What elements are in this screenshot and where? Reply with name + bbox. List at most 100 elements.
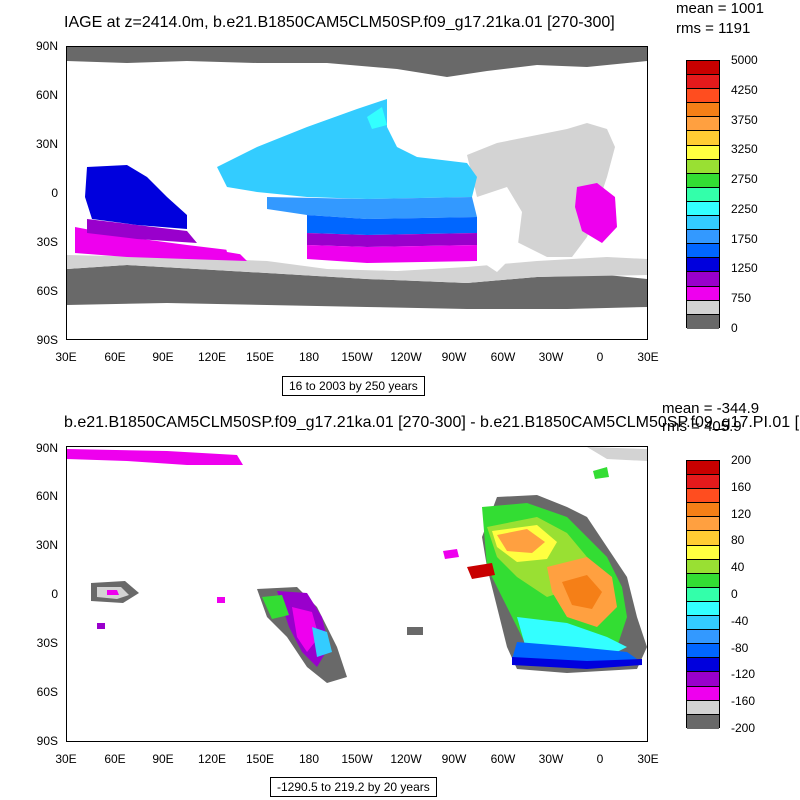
p1-lon-2: 90E <box>152 350 174 364</box>
p2-lat-60n: 60N <box>35 489 58 503</box>
p1-lat-60s: 60S <box>36 284 58 298</box>
atlantic-orange <box>497 529 545 553</box>
colorbar-swatch <box>687 230 719 245</box>
panel2-colorbar-label: 0 <box>731 587 738 601</box>
p1-lat-90s: 90S <box>36 333 58 347</box>
southern-gray <box>67 255 647 283</box>
pacific-cyan <box>217 99 477 199</box>
indian-blue <box>85 165 187 229</box>
p2-lat-30n: 30N <box>35 538 58 552</box>
colorbar-swatch <box>687 117 719 132</box>
p2-lon-2: 90E <box>152 752 174 766</box>
colorbar-swatch <box>687 201 719 217</box>
panel2-colorbar <box>686 460 720 729</box>
pacific-purple <box>307 233 477 247</box>
p2-lon-5: 180 <box>298 752 320 766</box>
colorbar-swatch <box>687 587 719 602</box>
nordic-green <box>593 467 609 479</box>
p1-lon-0: 30E <box>55 350 77 364</box>
panel2-mean: mean = -344.9 <box>662 400 760 417</box>
panel1-range-box: 16 to 2003 by 250 years <box>282 376 425 396</box>
p2-lon-1: 60E <box>104 752 126 766</box>
panel2-rms: rms = 405.9 <box>662 418 742 435</box>
colorbar-swatch <box>687 286 719 301</box>
small-magenta <box>217 597 225 603</box>
indian-purple <box>87 219 197 243</box>
colorbar-swatch <box>687 672 719 687</box>
gulf-red <box>467 563 495 579</box>
atlantic-darkblue <box>512 657 642 669</box>
atlantic-center-dark <box>562 575 602 609</box>
panel2-colorbar-label: 120 <box>731 506 752 521</box>
panel2-colorbar-label: 80 <box>731 533 745 548</box>
panel2-title: b.e21.B1850CAM5CLM50SP.f09_g17.21ka.01 [… <box>64 414 800 431</box>
p2-lon-11: 0 <box>596 752 604 766</box>
colorbar-swatch <box>687 517 719 532</box>
colorbar-swatch <box>687 61 719 76</box>
p2-lat-90s: 90S <box>36 734 58 748</box>
colorbar-swatch <box>687 258 719 273</box>
colorbar-swatch <box>687 272 719 287</box>
panel2-colorbar-label: 40 <box>731 560 745 575</box>
panel1-colorbar-label: 1750 <box>731 231 758 246</box>
pacific-medblue <box>267 197 477 219</box>
colorbar-swatch <box>687 658 719 673</box>
panel1-map-svg <box>67 47 647 309</box>
colorbar-swatch <box>687 216 719 231</box>
colorbar-swatch <box>687 187 719 202</box>
p1-lon-3: 120E <box>197 350 227 364</box>
pacific-magenta <box>307 245 477 263</box>
antarctica-shelf <box>67 265 647 309</box>
colorbar-swatch <box>687 559 719 574</box>
colorbar-swatch <box>687 244 719 259</box>
colorbar-swatch <box>687 475 719 490</box>
colorbar-swatch <box>687 489 719 504</box>
colorbar-swatch <box>687 714 719 729</box>
colorbar-swatch <box>687 89 719 104</box>
p2-lon-3: 120E <box>197 752 227 766</box>
panel1-colorbar-label: 1250 <box>731 261 758 276</box>
colorbar-swatch <box>687 573 719 588</box>
pacific-lightcyan <box>367 107 387 129</box>
colorbar-swatch <box>687 461 719 476</box>
indian-blob-magenta <box>107 590 119 595</box>
pacific-darkblue <box>307 215 477 235</box>
south-america <box>477 187 522 272</box>
colorbar-swatch <box>687 145 719 160</box>
panel2-colorbar-label: -120 <box>731 667 756 682</box>
p2-lon-0: 30E <box>55 752 77 766</box>
panel2-colorbar-label: -40 <box>731 613 749 628</box>
p2-lat-60s: 60S <box>36 685 58 699</box>
panel1-colorbar-label: 4250 <box>731 82 758 97</box>
panel1-colorbar-label: 5000 <box>731 53 758 67</box>
p2-lat-90n: 90N <box>35 441 58 455</box>
colorbar-swatch <box>687 616 719 631</box>
p1-lon-7: 120W <box>390 350 422 364</box>
colorbar-swatch <box>687 630 719 645</box>
panel1-colorbar <box>686 60 720 329</box>
p1-lat-90n: 90N <box>35 39 58 53</box>
p1-lon-10: 30W <box>538 350 564 364</box>
p2-lon-4: 150E <box>245 752 275 766</box>
panel1-rms: rms = 1191 <box>676 20 751 37</box>
colorbar-swatch <box>687 601 719 617</box>
atlantic-magenta <box>575 183 617 243</box>
panel2-map-svg <box>67 447 647 683</box>
panel1-mean: mean = 1001 <box>676 0 764 17</box>
panel1-colorbar-label: 750 <box>731 291 752 306</box>
p1-lon-8: 90W <box>441 350 467 364</box>
panel2-colorbar-label: -200 <box>731 721 756 735</box>
p1-lat-30s: 30S <box>36 235 58 249</box>
colorbar-swatch <box>687 173 719 188</box>
small-purple <box>97 623 105 629</box>
p2-lon-9: 60W <box>490 752 516 766</box>
panel1-colorbar-label: 2750 <box>731 172 758 187</box>
p1-lon-11: 0 <box>596 350 604 364</box>
panel2-map <box>66 446 648 742</box>
panel1-colorbar-label: 3250 <box>731 142 758 157</box>
panel1-title: IAGE at z=2414.0m, b.e21.B1850CAM5CLM50S… <box>64 14 615 31</box>
panel2-colorbar-label: 160 <box>731 479 752 494</box>
p1-lon-6: 150W <box>341 350 373 364</box>
pacific-blob-magenta <box>292 607 319 652</box>
panel1-colorbar-label: 0 <box>731 321 738 335</box>
